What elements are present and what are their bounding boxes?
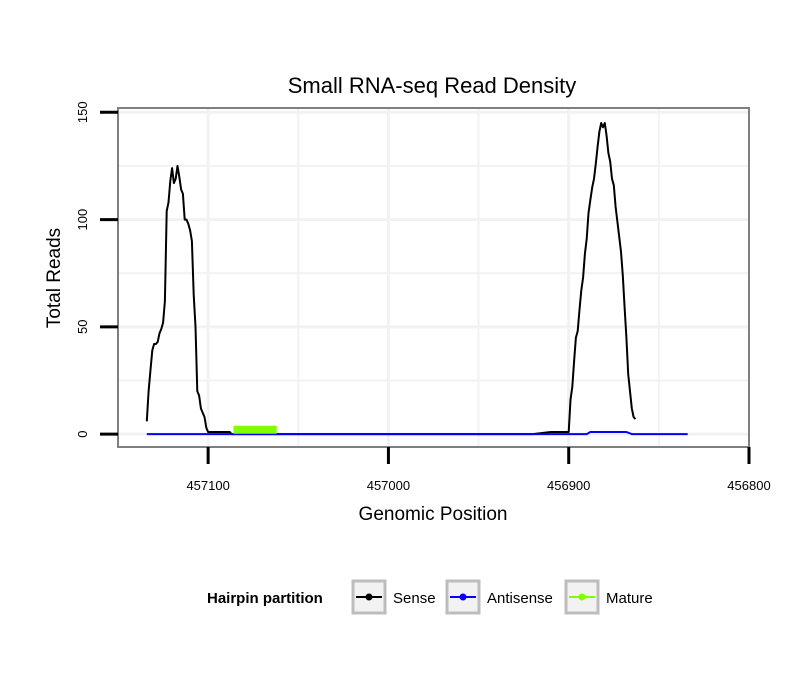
x-tick-label: 456900 [547, 478, 590, 493]
x-axis-title: Genomic Position [359, 504, 508, 525]
y-tick-label: 0 [75, 430, 90, 437]
legend-entries: Sense Antisense Mature [351, 579, 653, 615]
legend-label: Mature [606, 590, 653, 607]
x-tick-label: 457100 [186, 478, 229, 493]
series-line-antisense [146, 431, 688, 436]
y-axis-title: Total Reads [44, 228, 65, 328]
legend-item-antisense: Antisense [445, 579, 553, 615]
legend-item-sense: Sense [351, 579, 436, 615]
legend-title: Hairpin partition [207, 590, 323, 607]
y-tick-label: 50 [75, 320, 90, 334]
legend-key-point [365, 593, 373, 601]
legend-item-mature: Mature [564, 579, 653, 615]
y-axis: 0 50 100 150 [75, 101, 118, 438]
x-axis: 457100 457000 456900 456800 [186, 447, 771, 493]
x-tick-label: 456800 [727, 478, 770, 493]
chart-title: Small RNA-seq Read Density [288, 73, 577, 98]
plot-background [118, 108, 749, 447]
plot-panel [117, 107, 750, 448]
legend-key-point [578, 593, 586, 601]
legend-label: Sense [393, 590, 436, 607]
legend-label: Antisense [487, 590, 553, 607]
legend-key-point [459, 593, 467, 601]
plot-border [117, 107, 750, 448]
legend: Hairpin partition Sense Antisense Mature [207, 579, 653, 615]
series-layer [145, 122, 688, 436]
y-tick-label: 150 [75, 101, 90, 123]
y-tick-label: 100 [75, 209, 90, 231]
x-tick-label: 457000 [367, 478, 410, 493]
